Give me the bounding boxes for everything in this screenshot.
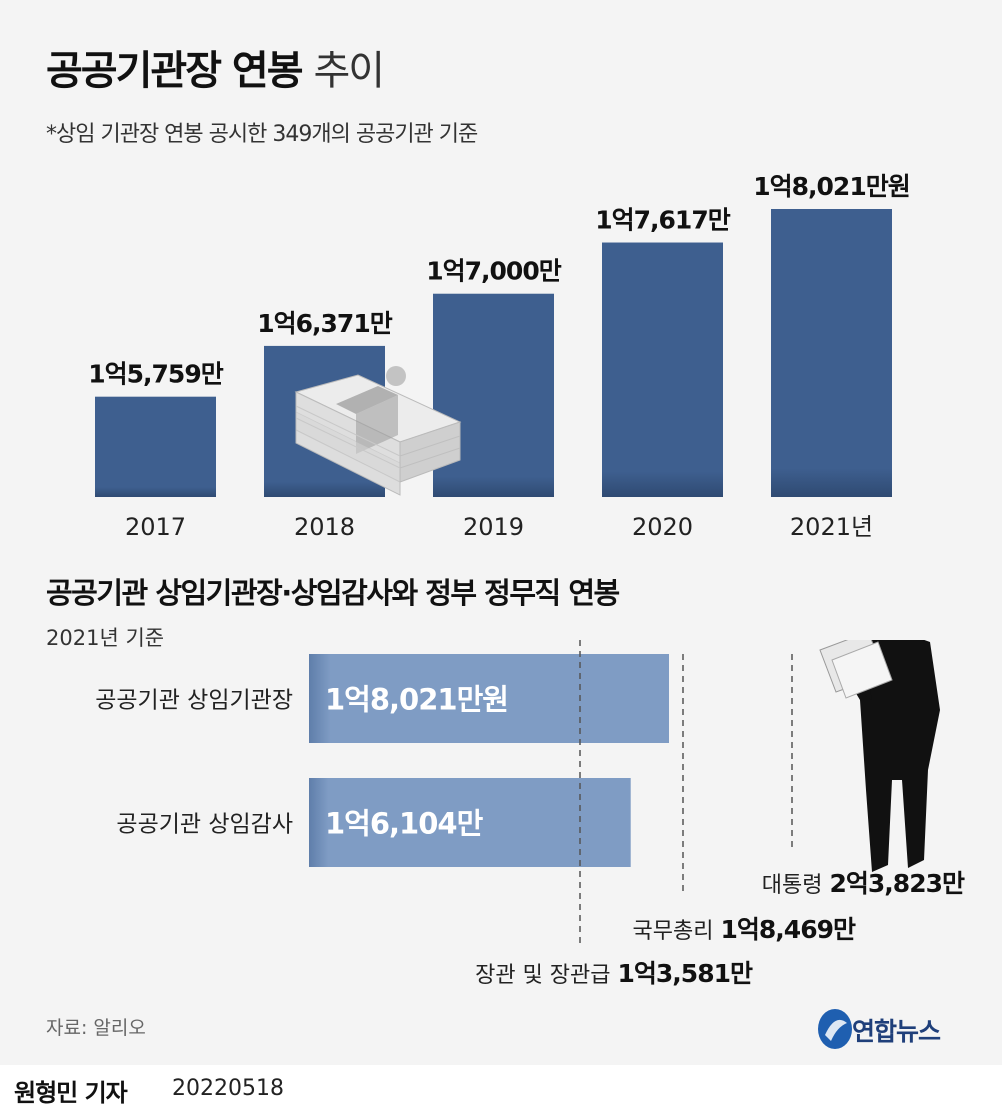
footer-bar	[0, 1065, 1002, 1115]
section2-subtitle: 2021년 기준	[46, 626, 165, 650]
page-subtitle: *상임 기관장 연봉 공시한 349개의 공공기관 기준	[46, 122, 478, 147]
title-light: 추이	[313, 48, 385, 94]
x-tick-labels: 2017 2018 2019 2020 2021년	[125, 513, 873, 541]
data-label: 1억7,617만	[595, 206, 730, 235]
source-note: 자료: 알리오	[46, 1017, 146, 1039]
reference-value: 1억3,581만	[618, 959, 753, 988]
bars	[95, 209, 892, 497]
x-tick-label: 2018	[294, 513, 355, 541]
category-label: 공공기관 상임감사	[116, 812, 293, 838]
reporter-name: 원형민 기자	[14, 1079, 128, 1107]
publish-date: 20220518	[172, 1076, 284, 1101]
reference-value: 2억3,823만	[830, 869, 965, 898]
data-labels: 1억5,759만 1억6,371만 1억7,000만 1억7,617만 1억8,021만…	[88, 172, 910, 389]
reference-name: 국무총리	[633, 919, 721, 944]
x-tick-label: 2017	[125, 513, 186, 541]
reference-label: 대통령 2억3,823만	[762, 869, 965, 898]
data-label: 1억6,371만	[257, 309, 392, 338]
category-label: 공공기관 상임기관장	[95, 688, 293, 714]
x-tick-label: 2019	[463, 513, 524, 541]
yonhap-logo-icon	[818, 1009, 852, 1049]
money-stack-icon	[294, 366, 462, 496]
reference-name: 장관 및 장관급	[475, 963, 617, 988]
bar	[602, 242, 723, 497]
page-title: 공공기관장 연봉 추이	[46, 38, 385, 96]
x-tick-label: 2020	[632, 513, 693, 541]
bar	[95, 396, 216, 497]
bar	[771, 209, 892, 497]
bar	[309, 654, 669, 743]
reference-label: 장관 및 장관급 1억3,581만	[475, 959, 753, 988]
bar	[309, 778, 631, 867]
reference-name: 대통령	[762, 873, 830, 898]
reference-lines: 장관 및 장관급 1억3,581만 국무총리 1억8,469만 대통령 2억3,82…	[475, 640, 966, 988]
annual-salary-bar-chart: 1억5,759만 1억6,371만 1억7,000만 1억7,617만 1억8,021만…	[88, 172, 910, 541]
bar	[433, 293, 554, 497]
section2-title: 공공기관 상임기관장·상임감사와 정부 정무직 연봉	[46, 576, 620, 610]
yonhap-logo-text: 연합뉴스	[852, 1017, 941, 1046]
data-label: 1억5,759만	[88, 360, 223, 389]
document-icon	[819, 640, 893, 699]
x-tick-label: 2021년	[790, 513, 873, 541]
data-label: 1억7,000만	[426, 257, 561, 286]
data-label: 1억8,021만원	[753, 172, 909, 201]
title-bold: 공공기관장 연봉	[46, 48, 304, 94]
reference-label: 국무총리 1억8,469만	[633, 915, 856, 944]
data-label: 1억6,104만	[325, 807, 484, 841]
data-label: 1억8,021만원	[325, 683, 508, 717]
reference-value: 1억8,469만	[721, 915, 856, 944]
